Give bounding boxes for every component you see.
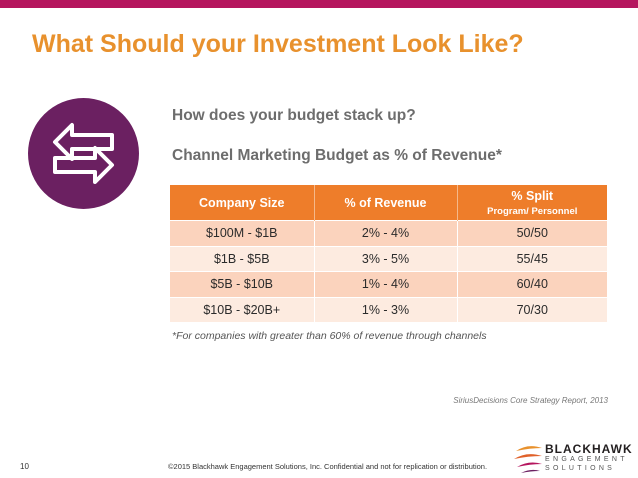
cell-split: 55/45 [457,245,607,272]
logo-line-engagement: ENGAGEMENT [545,456,628,463]
cell-company-size: $1B - $5B [170,245,315,272]
cell-percent-revenue: 1% - 3% [314,296,458,322]
cell-percent-revenue: 1% - 4% [314,271,458,297]
table-footnote: *For companies with greater than 60% of … [172,330,487,342]
subtitle: How does your budget stack up? [172,107,416,124]
cell-split: 70/30 [457,296,607,322]
table-row: $1B - $5B 3% - 5% 55/45 [170,245,607,272]
logo-name: BLACKHAWK [545,442,633,456]
header-percent-revenue: % of Revenue [314,185,458,221]
source-citation: SiriusDecisions Core Strategy Report, 20… [453,396,608,405]
swap-arrows-icon [28,98,139,209]
table-row: $10B - $20B+ 1% - 3% 70/30 [170,296,607,322]
budget-table: Company Size % of Revenue % Split Progra… [170,185,607,322]
cell-company-size: $100M - $1B [170,220,315,246]
cell-company-size: $5B - $10B [170,271,315,297]
table-title: Channel Marketing Budget as % of Revenue… [172,147,502,164]
slide-title: What Should your Investment Look Like? [32,30,524,58]
header-split-sub: Program/ Personnel [487,205,578,217]
cell-split: 60/40 [457,271,607,297]
header-company-size: Company Size [170,185,315,221]
table-row: $5B - $10B 1% - 4% 60/40 [170,271,607,297]
table-header-row: Company Size % of Revenue % Split Progra… [170,185,607,221]
blackhawk-logo: BLACKHAWK ENGAGEMENT SOLUTIONS [512,442,633,474]
header-percent-split: % Split Program/ Personnel [457,185,607,221]
cell-percent-revenue: 2% - 4% [314,220,458,246]
blackhawk-logo-mark-icon [514,446,542,473]
page-number: 10 [20,462,29,471]
copyright-notice: ©2015 Blackhawk Engagement Solutions, In… [168,462,488,471]
cell-split: 50/50 [457,220,607,246]
logo-line-solutions: SOLUTIONS [545,465,616,472]
top-accent-bar [0,0,638,8]
table-row: $100M - $1B 2% - 4% 50/50 [170,220,607,246]
cell-percent-revenue: 3% - 5% [314,245,458,272]
cell-company-size: $10B - $20B+ [170,296,315,322]
header-percent-split-label: % Split [511,188,554,203]
